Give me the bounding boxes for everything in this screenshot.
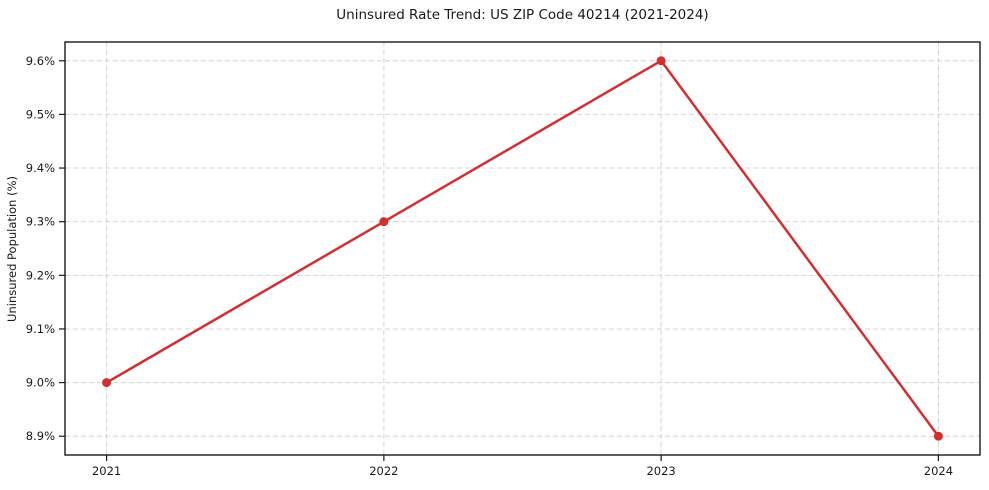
y-tick-label: 9.4%	[26, 161, 55, 175]
chart-title: Uninsured Rate Trend: US ZIP Code 40214 …	[336, 7, 709, 23]
y-tick-label: 9.3%	[26, 215, 55, 229]
data-point-marker	[379, 217, 389, 227]
x-tick-label: 2023	[646, 464, 675, 478]
y-tick-label: 9.1%	[26, 322, 55, 336]
data-point-marker	[102, 378, 112, 388]
plot-border	[64, 41, 981, 456]
y-tick-label: 9.5%	[26, 107, 55, 121]
trend-line	[105, 59, 940, 438]
y-tick-label: 8.9%	[26, 429, 55, 443]
x-tick-label: 2024	[924, 464, 953, 478]
y-tick-label: 9.0%	[26, 376, 55, 390]
x-tick-label: 2021	[92, 464, 121, 478]
y-tick-label: 9.2%	[26, 268, 55, 282]
data-point-marker	[656, 56, 666, 66]
x-tick-label: 2022	[369, 464, 398, 478]
data-point-marker	[933, 431, 943, 441]
y-tick-label: 9.6%	[26, 54, 55, 68]
